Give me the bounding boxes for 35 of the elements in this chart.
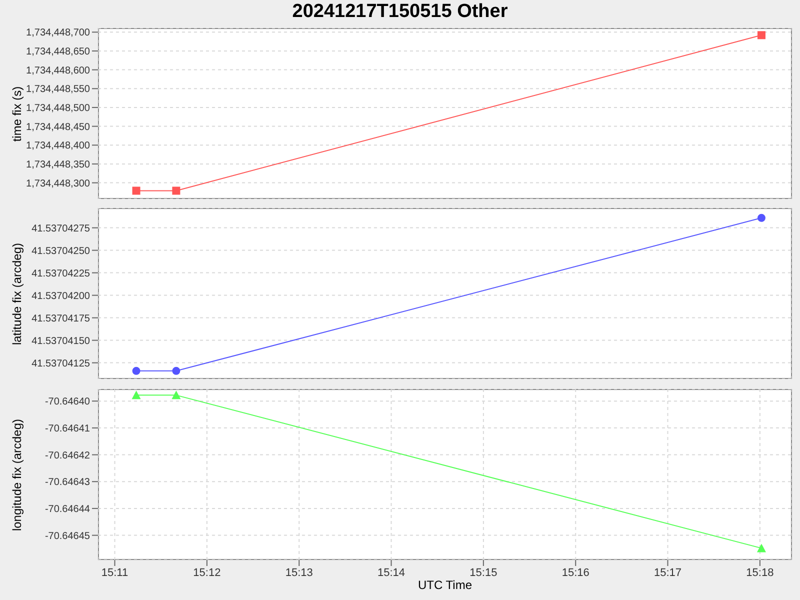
y-tick-label: 1,734,448,350 (26, 160, 90, 171)
y-tick-label: 1,734,448,500 (26, 103, 90, 114)
y-tick-label: 41.53704175 (32, 313, 90, 324)
x-tick-label: 15:15 (470, 566, 498, 579)
y-tick-label: -70.64640 (44, 396, 90, 408)
y-tick-label: 1,734,448,550 (26, 84, 90, 96)
x-tick-label: 15:11 (101, 566, 128, 579)
y-axis-title: longitude fix (arcdeg) (10, 417, 24, 533)
chart-title: 20241217T150515 Other (291, 1, 509, 23)
x-tick-label: 15:18 (746, 566, 774, 579)
y-axis-title: latitude fix (arcdeg) (10, 241, 24, 347)
x-tick-label: 15:12 (193, 566, 221, 579)
x-tick-label: 15:16 (562, 566, 590, 579)
y-tick-label: 41.53704125 (32, 358, 90, 370)
y-tick-label: 1,734,448,700 (26, 28, 90, 39)
x-axis-title: UTC Time (417, 578, 473, 592)
y-tick-label: 41.53704225 (32, 268, 90, 280)
x-tick-label: 15:13 (285, 566, 313, 579)
y-tick-label: 41.53704150 (32, 336, 90, 347)
y-axis-title: time fix (s) (10, 84, 24, 144)
y-tick-label: -70.64644 (44, 504, 90, 516)
y-tick-label: -70.64642 (44, 450, 90, 462)
y-tick-label: -70.64645 (44, 530, 90, 542)
y-tick-label: 1,734,448,650 (26, 46, 90, 58)
y-tick-label: -70.64641 (44, 423, 90, 434)
y-tick-label: 41.53704250 (32, 246, 90, 257)
x-tick-label: 15:17 (654, 566, 682, 579)
y-tick-label: 1,734,448,450 (26, 122, 90, 133)
y-tick-label: -70.64643 (44, 477, 90, 488)
y-tick-label: 1,734,448,300 (26, 178, 90, 190)
y-tick-label: 1,734,448,600 (26, 65, 90, 76)
y-tick-label: 41.53704275 (32, 223, 90, 234)
x-tick-label: 15:14 (377, 566, 406, 579)
y-tick-label: 41.53704200 (32, 290, 90, 302)
y-tick-label: 1,734,448,400 (26, 140, 90, 152)
